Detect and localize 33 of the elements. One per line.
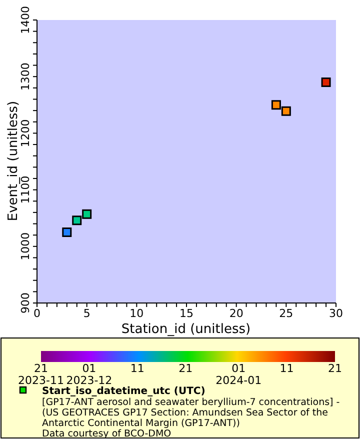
y-tick-label: 1400 [19, 6, 32, 34]
color-bar-label: 01 2023-12 [66, 362, 112, 387]
x-tick-label: 25 [279, 306, 294, 320]
x-tick-label: 20 [229, 306, 244, 320]
x-tick-label: 30 [329, 306, 343, 320]
y-tick-label: 1300 [19, 62, 32, 91]
y-tick-label: 1200 [19, 119, 32, 148]
color-bar-label: 21 [178, 362, 193, 375]
color-bar-label: 21 2023-11 [18, 362, 64, 387]
point [271, 100, 281, 110]
x-axis-title: Station_id (unitless) [121, 322, 251, 337]
y-tick-label: 1000 [19, 232, 32, 260]
point [72, 216, 82, 226]
text: (US GEOTRACES GP17 Section: Amundsen Sea Sector of the [42, 408, 328, 418]
point [321, 78, 331, 88]
point [281, 106, 291, 116]
color-bar-title: Start_iso_datetime_utc (UTC) [42, 386, 206, 397]
y-tick-label: 900 [19, 292, 32, 314]
text: Antarctic Continental Margin (GP17-ANT)) [42, 418, 240, 429]
x-tick-label: 10 [130, 306, 144, 320]
color-bar-label: 01 2024-01 [216, 362, 262, 387]
color-bar-label: 11 [130, 362, 144, 375]
point [62, 228, 72, 237]
y-axis-title: Event_id (unitless) [6, 100, 21, 222]
point [82, 209, 92, 219]
text: Data courtesy of BCO-DMO [42, 428, 172, 440]
color-bar-label: 11 [280, 362, 294, 375]
text: [GP17-ANT aerosol and seawater beryllium-7 concentrations] - [42, 397, 340, 408]
x-tick-label: 0 [34, 306, 40, 320]
color-bar-label: 21 [328, 362, 342, 375]
x-tick-label: 15 [180, 306, 194, 320]
y-tick-label: 1100 [19, 176, 32, 204]
x-tick-label: 5 [83, 306, 90, 320]
